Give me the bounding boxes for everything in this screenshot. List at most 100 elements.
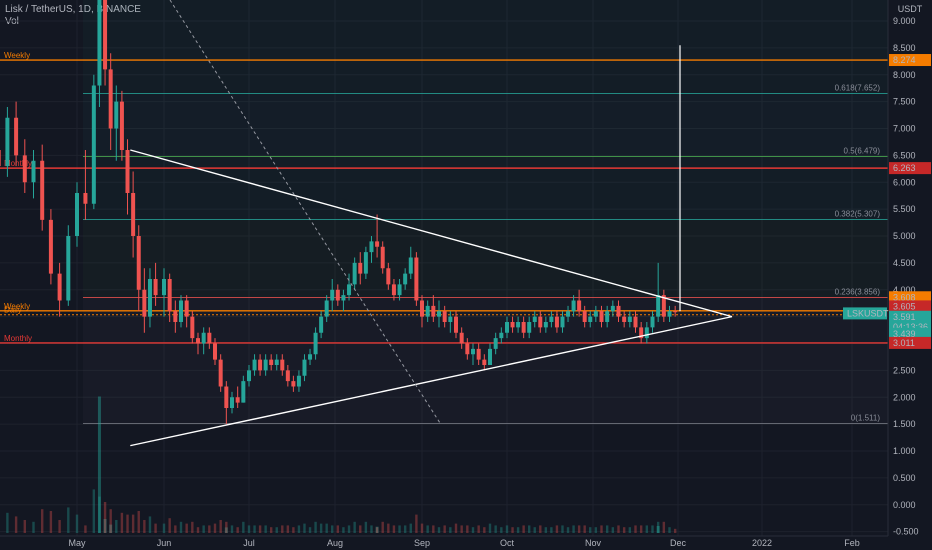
candle-body bbox=[207, 332, 212, 344]
volume-bars bbox=[6, 396, 677, 533]
volume-bar bbox=[314, 521, 317, 533]
candle-body bbox=[230, 397, 234, 408]
candle-body bbox=[454, 316, 458, 333]
volume-bar bbox=[258, 525, 262, 533]
candle-body bbox=[147, 279, 152, 317]
ticker-label-bg bbox=[843, 307, 887, 320]
price-tick-label: -0.500 bbox=[893, 527, 919, 537]
candle-body bbox=[408, 257, 413, 274]
level-label: Weekly bbox=[4, 302, 30, 311]
candle-body bbox=[75, 193, 79, 236]
volume-bar bbox=[392, 525, 396, 533]
candle-body bbox=[136, 236, 141, 290]
time-tick-label: Jul bbox=[243, 538, 255, 548]
candle-body bbox=[302, 359, 307, 376]
volume-bar bbox=[488, 523, 492, 533]
candle-body bbox=[142, 289, 147, 317]
volume-bar bbox=[420, 523, 424, 533]
fib-label: 0.618(7.652) bbox=[835, 83, 881, 92]
volume-bar bbox=[364, 521, 368, 533]
volume-bar bbox=[14, 516, 18, 533]
price-tag-3011-bg bbox=[889, 336, 931, 349]
time-tick-label: 2022 bbox=[752, 538, 772, 548]
candle-body bbox=[66, 236, 71, 301]
candle-body bbox=[554, 316, 559, 328]
volume-bar bbox=[370, 525, 373, 533]
price-axis[interactable]: -0.5000.0000.5001.0001.5002.0002.5003.00… bbox=[887, 0, 932, 537]
candle-body bbox=[31, 160, 36, 183]
candle-body bbox=[667, 311, 672, 317]
price-tick-label: 7.000 bbox=[893, 124, 916, 134]
volume-bar bbox=[387, 523, 390, 533]
price-tag-3439-bg bbox=[889, 327, 931, 340]
volume-bar bbox=[500, 527, 503, 533]
last-price-value: 3.591 bbox=[893, 312, 916, 322]
volume-bar bbox=[359, 525, 362, 533]
candle-body bbox=[247, 370, 251, 382]
candle-body bbox=[179, 300, 183, 322]
price-tag-3439: 3.439 bbox=[893, 329, 916, 339]
volume-bar bbox=[319, 523, 323, 533]
volume-bar bbox=[67, 507, 70, 533]
triangle-lower-line bbox=[130, 315, 733, 447]
volume-bar bbox=[539, 525, 542, 533]
candle-body bbox=[375, 241, 380, 247]
ticker-label: LSKUSDT bbox=[847, 308, 889, 318]
volume-bar bbox=[673, 528, 677, 533]
volume-bar bbox=[511, 527, 514, 533]
candle-body bbox=[499, 332, 504, 339]
volume-bar bbox=[92, 489, 96, 533]
volume-bar bbox=[347, 525, 351, 533]
volume-bar bbox=[143, 520, 146, 533]
candle-body bbox=[639, 327, 644, 339]
candle-body bbox=[644, 327, 649, 339]
volume-bar bbox=[611, 527, 615, 533]
grid bbox=[0, 0, 888, 536]
volume-bar bbox=[103, 502, 107, 533]
volume-bar bbox=[191, 521, 194, 533]
time-tick-label: May bbox=[68, 538, 86, 548]
candle-body bbox=[296, 375, 301, 387]
level-label: Monthly bbox=[4, 334, 32, 343]
volume-bar bbox=[409, 523, 412, 533]
volume-bar bbox=[275, 527, 278, 533]
volume-bar bbox=[483, 527, 486, 533]
volume-bar bbox=[281, 525, 284, 533]
candle-body bbox=[661, 295, 666, 317]
candle-body bbox=[258, 359, 263, 371]
price-tick-label: 5.000 bbox=[893, 231, 916, 241]
candle-body bbox=[57, 273, 62, 301]
volume-bar bbox=[131, 514, 135, 533]
time-tick-label: Oct bbox=[500, 538, 515, 548]
candle-body bbox=[448, 316, 453, 322]
candle-body bbox=[582, 311, 587, 322]
volume-bar bbox=[533, 527, 536, 533]
time-axis[interactable]: May Jun Jul Aug Sep Oct Nov Dec 2022 Feb bbox=[0, 535, 932, 550]
candle-body bbox=[510, 322, 515, 328]
candle-body bbox=[347, 284, 352, 296]
volume-bar bbox=[656, 526, 660, 533]
price-tag-8274-bg bbox=[889, 54, 931, 67]
volume-bar bbox=[437, 527, 441, 533]
candle-body bbox=[403, 273, 408, 285]
volume-bar bbox=[225, 521, 228, 533]
fib-levels: 0.618(7.652) 0.5(6.479) 0.382(5.307) 0.236(… bbox=[83, 83, 888, 425]
price-tag-3608: 3.608 bbox=[893, 292, 916, 302]
volume-bar bbox=[589, 527, 592, 533]
volume-bar bbox=[577, 525, 581, 533]
price-tick-label: 4.000 bbox=[893, 285, 916, 295]
candle-body bbox=[319, 316, 324, 333]
candle-body bbox=[280, 359, 285, 371]
volume-bar bbox=[202, 525, 205, 533]
volume-bar bbox=[600, 525, 603, 533]
volume-bar bbox=[336, 525, 340, 533]
volume-bar bbox=[494, 525, 497, 533]
price-tag-3605: 3.605 bbox=[893, 301, 916, 311]
price-tick-label: 9.000 bbox=[893, 16, 916, 26]
countdown-timer: 04:13:36 bbox=[893, 322, 928, 332]
candle-body bbox=[184, 300, 189, 317]
candle-body bbox=[91, 85, 96, 204]
price-tick-label: 6.000 bbox=[893, 177, 916, 187]
candle-body bbox=[22, 155, 27, 183]
